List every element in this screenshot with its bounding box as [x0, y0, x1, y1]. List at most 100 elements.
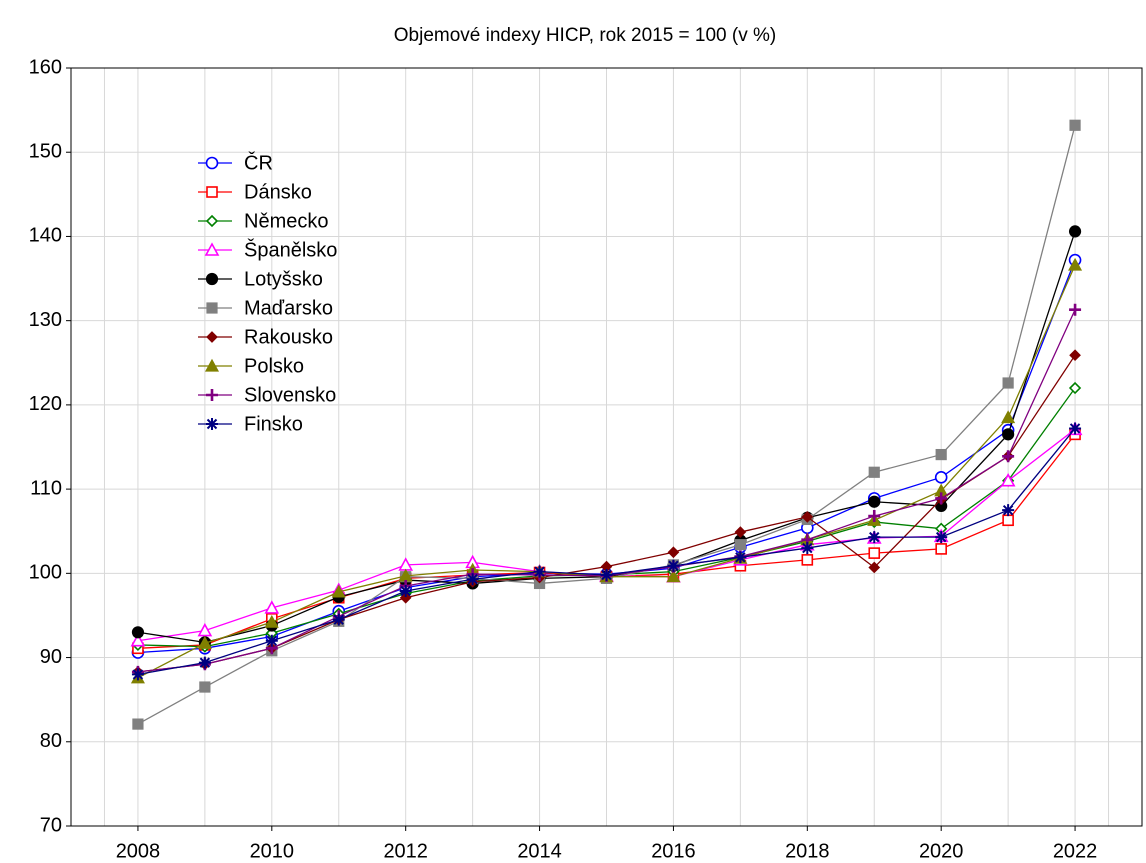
marker: [131, 668, 144, 681]
y-tick-label: 100: [29, 562, 62, 584]
legend-label: Rakousko: [244, 326, 333, 348]
legend-marker: [204, 358, 220, 372]
marker: [667, 559, 680, 572]
legend-entry: Maďarsko: [198, 297, 333, 319]
marker: [935, 531, 948, 544]
marker: [1002, 514, 1014, 527]
marker: [734, 539, 746, 551]
legend-entry: Rakousko: [198, 326, 333, 348]
marker: [198, 656, 211, 669]
marker: [332, 613, 345, 626]
marker: [1002, 377, 1014, 389]
y-tick-label: 90: [40, 646, 62, 668]
marker: [801, 511, 814, 523]
marker: [533, 565, 546, 578]
marker: [666, 569, 681, 583]
legend-marker: [205, 156, 219, 170]
marker: [197, 622, 213, 637]
legend-entry: Španělsko: [198, 238, 337, 261]
y-tick-label: 120: [29, 393, 62, 415]
legend-label: Finsko: [244, 413, 303, 435]
marker: [1002, 450, 1015, 463]
legend-marker: [204, 242, 220, 256]
y-tick-label: 140: [29, 225, 62, 247]
marker: [734, 526, 747, 538]
marker: [1000, 473, 1016, 487]
x-tick-label: 2016: [651, 840, 696, 862]
legend-entry: Slovensko: [198, 384, 336, 406]
y-tick-label: 150: [29, 141, 62, 163]
x-tick-label: 2012: [383, 840, 428, 862]
marker: [935, 492, 948, 505]
legend-label: Maďarsko: [244, 297, 333, 319]
marker: [264, 614, 279, 628]
marker: [868, 531, 881, 544]
legend-entry: ČR: [198, 151, 273, 174]
legend-label: ČR: [244, 151, 273, 174]
x-tick-label: 2008: [116, 840, 161, 862]
marker: [197, 635, 212, 649]
marker: [1068, 225, 1082, 238]
y-tick-label: 130: [29, 309, 62, 331]
marker: [130, 633, 146, 647]
y-tick-label: 70: [40, 814, 62, 836]
marker: [935, 543, 947, 555]
legend-label: Dánsko: [244, 181, 312, 203]
marker: [868, 510, 881, 523]
legend-entry: Lotyšsko: [198, 268, 323, 290]
legend-label: Španělsko: [244, 238, 337, 261]
legend-label: Německo: [244, 210, 328, 232]
legend-entry: Polsko: [198, 355, 304, 377]
legend-marker: [206, 302, 218, 314]
marker: [132, 718, 144, 730]
marker: [868, 547, 881, 559]
marker: [734, 551, 747, 564]
y-tick-label: 160: [29, 56, 62, 78]
marker: [1069, 349, 1081, 362]
marker: [868, 561, 881, 574]
chart-title: Objemové indexy HICP, rok 2015 = 100 (v …: [394, 25, 776, 46]
marker: [131, 626, 145, 639]
x-tick-label: 2014: [517, 840, 562, 862]
marker: [264, 600, 280, 614]
y-tick-label: 80: [40, 730, 62, 752]
legend-marker: [205, 214, 219, 228]
x-tick-label: 2010: [250, 840, 295, 862]
marker: [399, 591, 412, 604]
legend-entry: Německo: [198, 210, 328, 232]
marker: [868, 466, 880, 478]
plot-frame: [70, 67, 1143, 827]
marker: [1001, 410, 1016, 424]
legend-label: Polsko: [244, 355, 304, 377]
legend-marker: [205, 272, 219, 286]
x-tick-label: 2022: [1053, 840, 1098, 862]
marker: [265, 634, 278, 647]
marker: [934, 471, 948, 484]
marker: [667, 546, 680, 559]
x-tick-label: 2018: [785, 840, 830, 862]
marker: [868, 495, 881, 508]
marker: [1069, 303, 1082, 316]
marker: [1068, 381, 1082, 395]
marker: [1068, 257, 1083, 271]
marker: [801, 554, 814, 566]
marker: [1002, 428, 1015, 441]
marker: [935, 448, 947, 461]
legend-entry: Dánsko: [198, 181, 312, 203]
marker: [199, 681, 211, 693]
marker: [466, 573, 479, 586]
legend-marker: [206, 186, 218, 198]
legend-entry: Finsko: [198, 413, 303, 435]
legend-label: Slovensko: [244, 384, 336, 406]
legend-marker: [206, 331, 218, 343]
marker: [801, 542, 814, 555]
x-tick-label: 2020: [919, 840, 964, 862]
legend-label: Lotyšsko: [244, 268, 323, 290]
marker: [399, 585, 412, 598]
marker: [1069, 422, 1082, 435]
series: [131, 422, 1082, 681]
marker: [331, 584, 346, 598]
marker: [1002, 504, 1015, 517]
marker: [1069, 119, 1081, 131]
